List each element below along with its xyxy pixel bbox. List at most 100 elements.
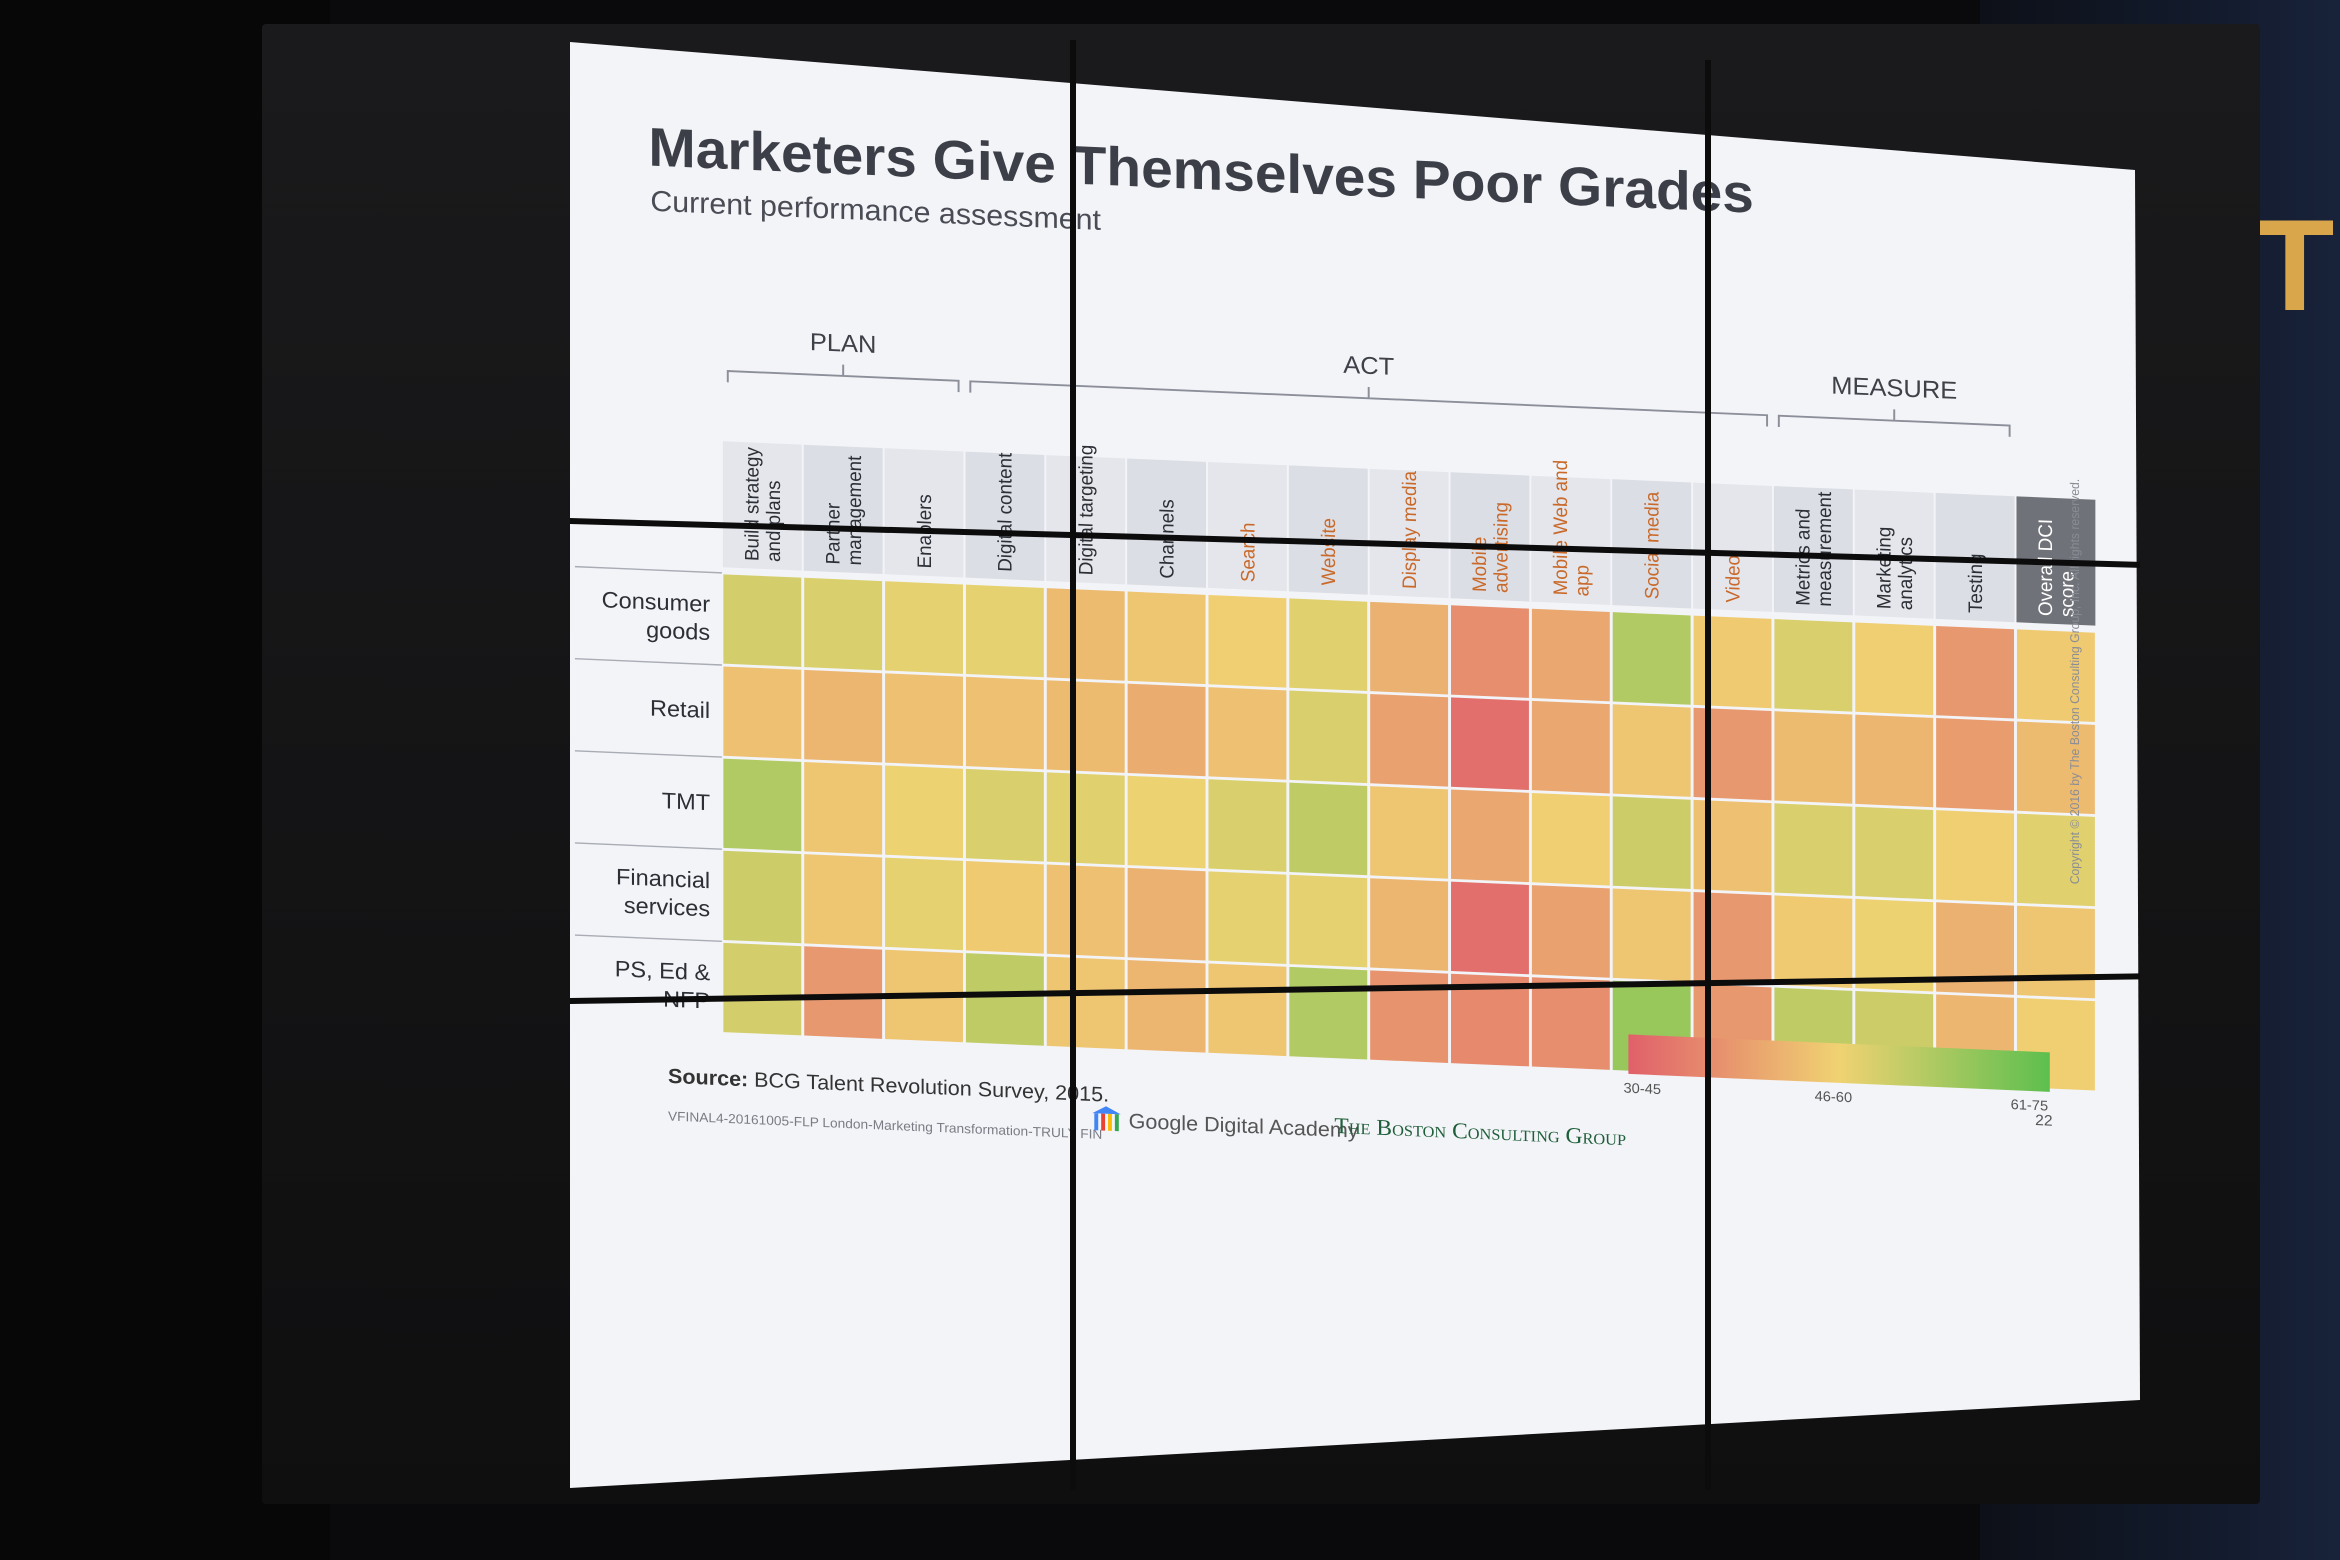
- heat-cell-r1-c15: [1936, 718, 2015, 811]
- wall-sign-letter: T: [2255, 192, 2335, 338]
- group-label-act: ACT: [1343, 351, 1394, 381]
- row-divider-4: [574, 934, 722, 943]
- column-header-label-7-0: Website: [1319, 518, 1340, 586]
- heat-cell-r2-c7: [1289, 782, 1368, 876]
- heat-cell-r4-c8: [1370, 970, 1449, 1063]
- column-header-bg-9: [1450, 472, 1530, 602]
- row-divider-1: [574, 658, 722, 666]
- heat-cell-r3-c6: [1208, 871, 1287, 964]
- column-header-bg-1: [803, 444, 883, 575]
- copyright-note: Copyright © 2016 by The Boston Consultin…: [2068, 478, 2082, 884]
- heat-cell-r2-c6: [1208, 779, 1287, 872]
- heat-cell-r1-c14: [1855, 714, 1934, 808]
- column-header-label-16-0: Overall DCI: [2036, 519, 2057, 617]
- group-label-plan: PLAN: [810, 329, 877, 359]
- column-header-bg-4: [1046, 455, 1126, 585]
- page-number: 22: [2035, 1112, 2052, 1129]
- heat-cell-r0-c10: [1531, 608, 1610, 702]
- bezel-vertical-2: [1705, 60, 1711, 1490]
- heat-cell-r2-c8: [1370, 786, 1449, 879]
- heat-cell-r0-c7: [1289, 598, 1368, 692]
- column-header-label-10-1: app: [1572, 565, 1593, 597]
- heat-cell-r1-c11: [1612, 704, 1691, 797]
- heat-cell-r1-c9: [1451, 697, 1529, 791]
- column-header-label-14-1: analytics: [1896, 537, 1917, 611]
- legend-low-label: 30-45: [1624, 1081, 1662, 1098]
- heat-cell-r4-c0: [723, 942, 802, 1036]
- column-header-label-13-1: measurement: [1815, 491, 1836, 607]
- heat-cell-r3-c2: [885, 857, 963, 951]
- column-header-label-15-0: Testing: [1966, 553, 1987, 613]
- heat-cell-r0-c3: [965, 584, 1044, 678]
- heat-cell-r2-c3: [965, 768, 1044, 862]
- heat-cell-r2-c11: [1612, 796, 1691, 890]
- row-label-0-0: Consumer: [602, 587, 711, 617]
- bezel-vertical-1: [1070, 40, 1076, 1490]
- heat-cell-r0-c6: [1208, 594, 1287, 688]
- heat-cell-r4-c1: [804, 946, 883, 1039]
- row-label-2-0: TMT: [662, 788, 710, 815]
- heat-cell-r3-c10: [1531, 885, 1610, 978]
- heat-cell-r1-c13: [1774, 711, 1853, 804]
- heat-cell-r0-c15: [1936, 625, 2015, 719]
- group-bracket-2: [1777, 409, 2011, 437]
- source-label: Source:: [668, 1065, 748, 1091]
- column-header-bg-8: [1369, 468, 1449, 599]
- row-label-0-1: goods: [646, 617, 710, 645]
- heat-cell-r2-c1: [804, 762, 883, 855]
- column-header-label-3-0: Digital content: [995, 452, 1016, 573]
- heat-cell-r0-c9: [1451, 605, 1529, 698]
- heat-cell-r2-c2: [885, 765, 963, 859]
- heat-cell-r1-c12: [1693, 707, 1772, 801]
- heat-cell-r0-c13: [1774, 619, 1853, 712]
- row-label-3-1: services: [624, 892, 710, 921]
- heat-cell-r0-c0: [723, 574, 802, 667]
- row-divider-0: [574, 565, 722, 574]
- heat-cell-r1-c16: [2016, 721, 2095, 815]
- heat-cell-r3-c8: [1370, 878, 1449, 971]
- heat-cell-r4-c4: [1046, 956, 1125, 1050]
- column-header-bg-6: [1207, 461, 1287, 592]
- group-label-measure: MEASURE: [1831, 372, 1957, 405]
- heat-cell-r3-c4: [1046, 864, 1125, 958]
- row-label-1-0: Retail: [650, 695, 710, 723]
- heat-cell-r0-c11: [1612, 612, 1691, 705]
- heat-cell-r2-c14: [1855, 806, 1934, 900]
- column-header-bg-3: [965, 451, 1045, 581]
- heat-cell-r0-c5: [1127, 591, 1206, 685]
- heat-cell-r2-c10: [1531, 792, 1610, 886]
- heat-cell-r0-c1: [804, 577, 883, 671]
- heat-cell-r4-c10: [1531, 977, 1610, 1070]
- heat-cell-r2-c0: [723, 758, 802, 852]
- column-header-label-0-1: and plans: [764, 480, 785, 562]
- heat-cell-r2-c13: [1774, 803, 1853, 896]
- column-header-label-12-0: Video: [1723, 555, 1744, 604]
- legend-high-label: 61-75: [2011, 1097, 2049, 1114]
- heat-cell-r3-c14: [1855, 898, 1934, 992]
- heat-cell-r3-c12: [1693, 891, 1772, 985]
- heat-cell-r0-c16: [2016, 629, 2095, 722]
- heat-cell-r1-c10: [1531, 700, 1610, 794]
- heat-cell-r1-c2: [885, 673, 963, 766]
- heat-cell-r1-c3: [965, 676, 1044, 770]
- heat-cell-r1-c7: [1289, 690, 1368, 784]
- row-label-3-0: Financial: [616, 864, 710, 893]
- heat-cell-r1-c6: [1208, 687, 1287, 780]
- heat-cell-r2-c12: [1693, 799, 1772, 893]
- column-header-label-10-0: Mobile Web and: [1551, 460, 1572, 596]
- column-header-label-16-1: score: [2057, 571, 2078, 618]
- column-header-label-1-1: management: [844, 455, 865, 566]
- heat-cell-r2-c5: [1127, 775, 1206, 869]
- heat-cell-r3-c13: [1774, 895, 1853, 989]
- column-header-bg-13: [1773, 486, 1853, 616]
- heat-cell-r3-c15: [1936, 902, 2015, 995]
- google-logo-icon: [1092, 1106, 1121, 1132]
- column-header-bg-0: [722, 441, 802, 571]
- heat-cell-r2-c9: [1451, 789, 1529, 883]
- column-header-label-11-0: Social media: [1642, 491, 1663, 600]
- column-header-label-1-0: Partner: [823, 502, 844, 565]
- legend-mid-label: 46-60: [1815, 1089, 1853, 1106]
- heat-cell-r1-c8: [1370, 693, 1449, 787]
- column-header-bg-10: [1531, 475, 1611, 606]
- group-bracket-0: [726, 364, 960, 393]
